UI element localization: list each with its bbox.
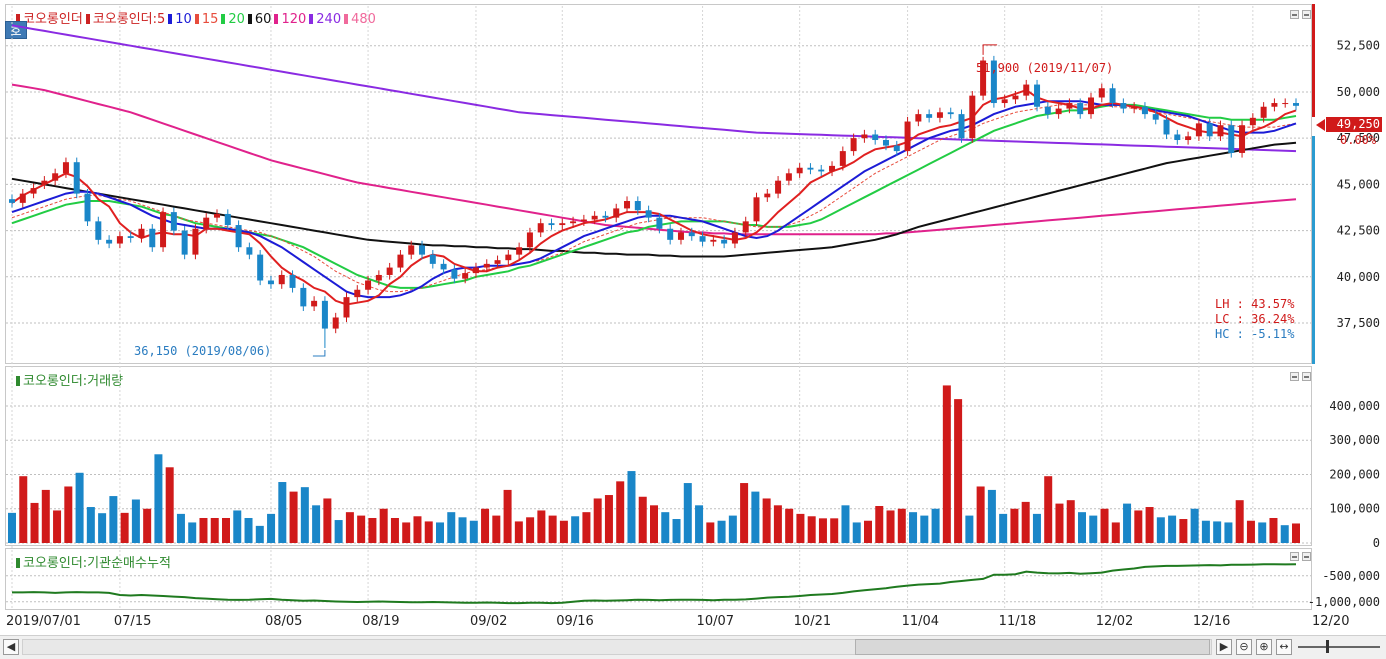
scroll-thumb[interactable] [855,639,1210,655]
legend-marker [16,376,20,386]
high-annotation: 51,900 (2019/11/07) [976,61,1114,75]
current-price-tag: 49,250 [1326,117,1382,132]
x-tick-label: 07/15 [113,614,152,629]
fit-width-icon[interactable]: ↔ [1276,639,1292,655]
legend-item[interactable]: 480 [351,12,376,27]
panel-minimize-button[interactable] [1290,372,1299,381]
zoom-out-icon[interactable]: ⊖ [1236,639,1252,655]
zoom-slider[interactable] [1298,646,1380,648]
price-tick-label: 42,500 [1337,224,1380,238]
x-tick-label: 12/20 [1312,614,1350,629]
legend-item[interactable]: 60 [254,12,272,27]
volume-legend: 코오롱인더:거래량 [16,370,126,389]
price-accent-bar-lower [1312,136,1315,364]
volume-legend-label: 코오롱인더:거래량 [23,374,124,389]
legend-marker [85,14,90,24]
volume-tick-label: 100,000 [1329,502,1380,516]
panel-maximize-button[interactable] [1302,10,1311,19]
x-tick-label: 09/16 [556,614,594,629]
legend-marker [16,558,20,568]
institution-legend: 코오롱인더:기관순매수누적 [16,552,174,571]
legend-marker [344,14,349,24]
legend-marker [221,14,226,24]
legend-marker [16,14,20,24]
price-tick-label: 52,500 [1337,39,1380,53]
price-panel: 코오롱인더 코오롱인더:5 10 15 20 60 120 240 480 [5,4,1312,364]
x-tick-label: 12/02 [1095,614,1134,629]
x-tick-label: 09/02 [469,614,508,629]
legend-marker [309,14,314,24]
price-tick-label: 50,000 [1337,85,1380,99]
legend-marker [274,14,279,24]
institution-legend-label: 코오롱인더:기관순매수누적 [23,556,171,571]
volume-tick-label: 300,000 [1329,433,1380,447]
legend-item[interactable]: 코오롱인더:5 [92,12,166,27]
low-annotation: 36,150 (2019/08/06) [134,344,272,358]
price-legend: 코오롱인더 코오롱인더:5 10 15 20 60 120 240 480 [16,8,379,27]
legend-marker [247,14,252,24]
legend-marker [194,14,199,24]
panel-maximize-button[interactable] [1302,372,1311,381]
legend-item[interactable]: 코오롱인더 [23,12,83,27]
x-tick-label: 10/21 [793,614,832,629]
panel-minimize-button[interactable] [1290,552,1299,561]
x-axis: 2019/07/01 07/15 08/05 08/19 09/02 09/16 10/07… [0,610,1386,635]
institution-panel: 코오롱인더:기관순매수누적 [5,548,1312,610]
legend-item[interactable]: 20 [228,12,245,27]
volume-tick-label: 200,000 [1329,467,1380,481]
inst-tick-label: -1,000,000 [1308,595,1380,609]
x-tick-label: 2019/07/01 [6,614,81,629]
inst-tick-label: -500,000 [1322,569,1380,583]
legend-item[interactable]: 15 [201,12,219,27]
price-tick-label: 40,000 [1337,270,1380,284]
current-price: 49,250 [1336,117,1380,131]
x-tick-label: 10/07 [696,614,735,629]
legend-item[interactable]: 240 [316,12,342,27]
price-tick-label: 45,000 [1337,177,1380,191]
panel-maximize-button[interactable] [1302,552,1311,561]
scroll-right-button[interactable]: ▶ [1216,639,1232,655]
price-tick-label: 37,500 [1337,316,1380,330]
current-price-arrow [1316,119,1325,131]
zoom-slider-handle[interactable] [1326,640,1329,653]
stat-lc: LC : 36.24% [1215,312,1295,326]
volume-tick-label: 400,000 [1329,399,1380,413]
x-tick-label: 08/05 [264,614,303,629]
current-change: 0.00% [1340,133,1377,147]
x-tick-label: 08/19 [362,614,400,629]
volume-panel: 코오롱인더:거래량 [5,366,1312,546]
scroll-left-button[interactable]: ◀ [3,639,19,655]
legend-marker [168,14,173,24]
x-tick-label: 12/16 [1192,614,1231,629]
panel-minimize-button[interactable] [1290,10,1299,19]
x-tick-label: 11/18 [998,614,1037,629]
x-tick-label: 11/04 [901,614,940,629]
stat-hc: HC : -5.11% [1215,327,1295,341]
volume-tick-label: 0 [1373,536,1380,550]
horizontal-scrollbar[interactable]: ◀ ▶ ⊖ ⊕ ↔ [0,635,1386,659]
stat-lh: LH : 43.57% [1215,297,1295,311]
legend-item[interactable]: 120 [281,12,307,27]
zoom-in-icon[interactable]: ⊕ [1256,639,1272,655]
mode-button[interactable]: 호 [5,21,27,39]
legend-item[interactable]: 10 [175,12,192,27]
stats-box: LH : 43.57% LC : 36.24% HC : -5.11% [1215,297,1294,342]
price-accent-bar [1312,4,1315,117]
